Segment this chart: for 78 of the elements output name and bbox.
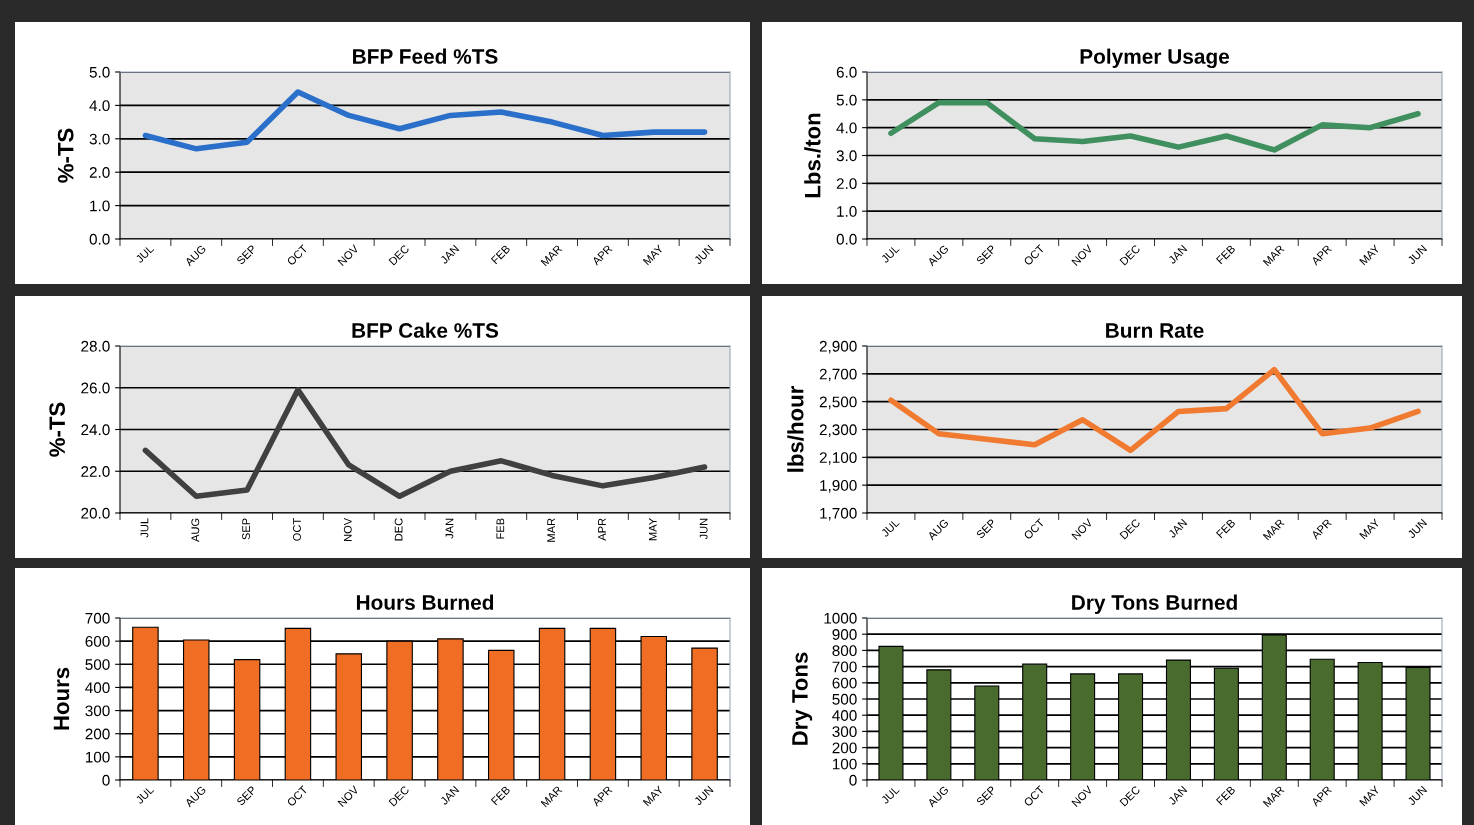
chart-title: Polymer Usage: [1080, 48, 1230, 69]
y-axis-title: Lbs./ton: [804, 113, 821, 198]
y-tick-label: 700: [85, 612, 110, 624]
y-tick-label: 3.0: [89, 133, 110, 145]
y-tick-label: 2,100: [819, 452, 857, 465]
y-tick-label: 200: [85, 728, 110, 740]
chart-title: Hours Burned: [356, 594, 494, 610]
y-tick-label: 2,300: [819, 424, 857, 437]
x-tick-label: JUL: [140, 518, 149, 538]
y-tick-label: 4.0: [836, 122, 857, 134]
x-tick-label: JUL: [135, 785, 155, 805]
y-tick-label: 20.0: [81, 507, 110, 519]
y-tick-label: 4.0: [89, 100, 110, 112]
y-tick-label: 22.0: [81, 466, 110, 477]
x-tick-label: MAR: [547, 518, 555, 542]
y-tick-label: 5.0: [89, 66, 110, 78]
x-tick-label: JUL: [135, 244, 155, 264]
x-tick-label: JAN: [445, 518, 454, 539]
y-tick-label: 300: [832, 726, 857, 738]
chart-title: BFP Feed %TS: [353, 48, 498, 64]
y-tick-label: 500: [85, 659, 110, 670]
x-tick-label: DEC: [394, 518, 403, 541]
y-tick-label: 2.0: [836, 178, 857, 190]
y-tick-label: 1.0: [90, 200, 110, 212]
x-tick-label: JUN: [699, 518, 708, 540]
y-tick-label: 500: [832, 693, 857, 705]
y-tick-label: 28.0: [81, 340, 110, 352]
y-tick-label: 0.0: [89, 233, 110, 245]
y-axis-title: %-TS: [57, 128, 74, 183]
chart-title: Dry Tons Burned: [1072, 594, 1237, 614]
y-tick-label: 600: [832, 677, 857, 689]
x-tick-label: AUG: [191, 518, 200, 542]
x-tick-label: FEB: [490, 244, 511, 265]
y-axis-title: Dry Tons: [792, 652, 813, 745]
y-axis-title: Hours: [53, 667, 70, 730]
y-tick-label: 24.0: [81, 424, 110, 436]
x-tick-label: NOV: [343, 517, 352, 542]
y-tick-label: 900: [832, 629, 857, 640]
y-tick-label: 0: [849, 774, 857, 786]
x-tick-label: FEB: [1216, 244, 1236, 265]
y-tick-label: 100: [85, 751, 110, 763]
y-tick-label: 400: [832, 710, 857, 721]
y-tick-label: 5.0: [836, 94, 857, 106]
x-tick-label: FEB: [496, 518, 505, 539]
y-tick-label: 400: [85, 682, 110, 694]
x-tick-label: JUL: [880, 244, 900, 264]
x-tick-label: FEB: [1216, 785, 1236, 806]
y-axis-title: lbs/hour: [787, 386, 804, 472]
chart-title: Burn Rate: [1106, 323, 1204, 338]
y-tick-label: 1000: [824, 612, 857, 624]
y-tick-label: 800: [832, 645, 857, 657]
y-tick-label: 2,900: [819, 340, 857, 354]
y-tick-label: 0: [102, 774, 110, 786]
y-axis-title: %-TS: [49, 402, 66, 457]
y-tick-label: 2,700: [819, 368, 857, 382]
y-tick-label: 26.0: [81, 382, 110, 394]
x-tick-label: JUL: [880, 518, 900, 538]
y-tick-label: 1,900: [820, 480, 857, 493]
x-tick-label: APR: [598, 518, 606, 541]
y-tick-label: 300: [85, 705, 110, 717]
y-tick-label: 6.0: [836, 66, 857, 78]
y-tick-label: 2.0: [89, 167, 110, 178]
y-tick-label: 1.0: [837, 206, 857, 217]
x-tick-label: FEB: [1216, 518, 1236, 539]
x-tick-label: OCT: [293, 518, 301, 541]
y-tick-label: 2,500: [819, 396, 857, 410]
y-tick-label: 0.0: [836, 233, 857, 245]
x-tick-label: FEB: [490, 785, 511, 806]
y-tick-label: 700: [832, 661, 857, 673]
x-tick-label: SEP: [242, 518, 251, 540]
y-tick-label: 600: [85, 636, 110, 647]
x-tick-label: JUL: [880, 785, 900, 805]
chart-title: BFP Cake %TS: [352, 322, 499, 338]
y-tick-label: 3.0: [836, 150, 857, 162]
x-tick-label: MAY: [648, 518, 657, 541]
y-tick-label: 100: [832, 758, 857, 770]
y-tick-label: 200: [832, 742, 857, 754]
y-tick-label: 1,700: [820, 507, 857, 521]
